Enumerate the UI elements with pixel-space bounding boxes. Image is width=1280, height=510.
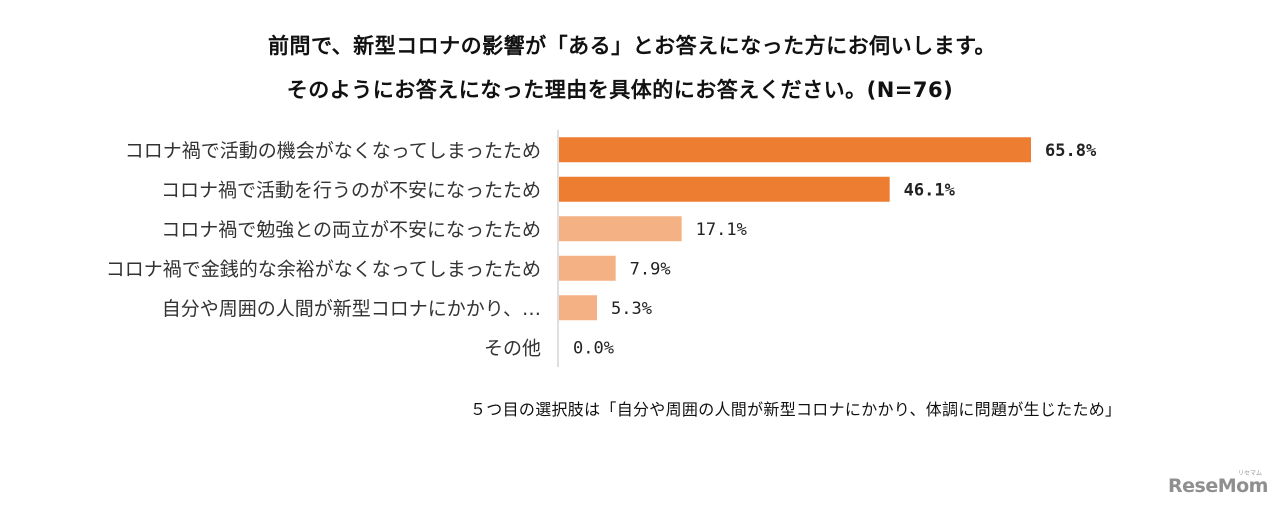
category-label: 自分や周囲の人間が新型コロナにかかり、…	[162, 298, 541, 320]
category-label: コロナ禍で勉強との両立が不安になったため	[161, 219, 541, 241]
category-label: その他	[484, 337, 541, 359]
bar	[559, 295, 598, 321]
chart-title-line-1: 前問で、新型コロナの影響が「ある」とお答えになった方にお伺いします。	[267, 34, 997, 58]
chart-title-line-2: そのようにお答えになった理由を具体的にお答えください。(N=76)	[286, 78, 954, 102]
resemom-logo-ruby: リセマム	[1238, 470, 1263, 477]
footnote: ５つ目の選択肢は「自分や周囲の人間が新型コロナにかかり、体調に問題が生じたため」	[470, 400, 1122, 419]
bar	[559, 255, 616, 281]
resemom-logo: ReseMom	[1168, 475, 1268, 497]
category-label: コロナ禍で金銭的な余裕がなくなってしまったため	[106, 258, 541, 280]
value-label: 65.8%	[1045, 141, 1097, 161]
value-label: 7.9%	[630, 259, 671, 279]
value-label: 46.1%	[904, 180, 956, 200]
bar	[559, 216, 682, 242]
bar	[559, 176, 890, 202]
value-label: 0.0%	[573, 338, 614, 358]
category-label: コロナ禍で活動の機会がなくなってしまったため	[125, 140, 541, 162]
value-label: 17.1%	[696, 220, 747, 240]
category-label: コロナ禍で活動を行うのが不安になったため	[161, 179, 541, 201]
value-label: 5.3%	[611, 299, 652, 319]
bar	[559, 137, 1031, 163]
